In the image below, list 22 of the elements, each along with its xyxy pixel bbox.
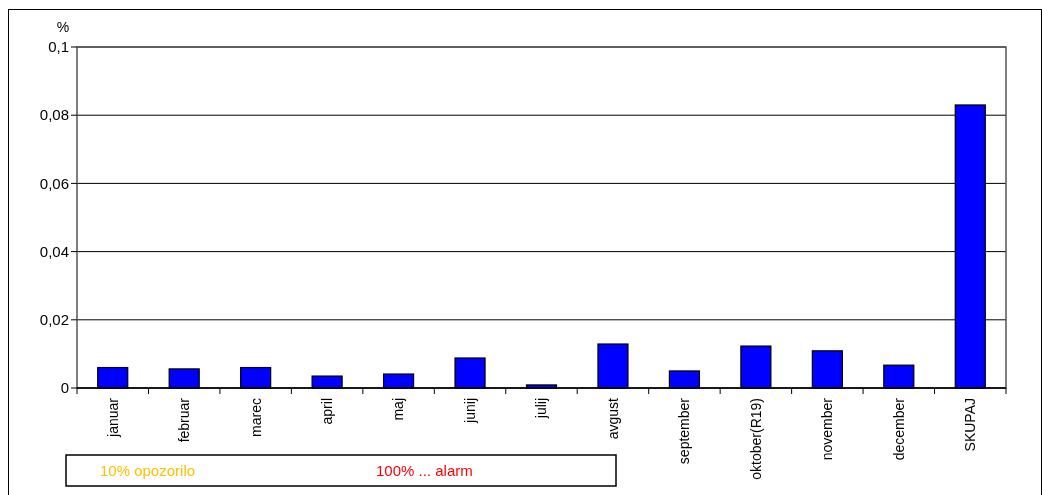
y-tick-label: 0,06 — [39, 174, 69, 192]
x-tick-label: december — [890, 397, 907, 461]
y-tick-label: 0,02 — [39, 311, 69, 329]
x-tick-label: oktober(R19) — [747, 398, 764, 480]
x-tick-label: november — [819, 397, 836, 461]
y-tick-label: 0,1 — [48, 38, 69, 56]
x-tick-label: junij — [461, 398, 478, 424]
y-tick-label: 0 — [60, 379, 69, 397]
x-tick-label: april — [319, 398, 336, 425]
x-tick-label: maj — [390, 398, 407, 421]
text: 100% ... alarm — [376, 462, 473, 480]
y-tick-label: 0,04 — [39, 242, 69, 260]
x-tick-label: marec — [247, 398, 264, 437]
text: 10% opozorilo — [100, 462, 196, 480]
x-tick-label: julij — [533, 398, 550, 420]
y-axis-title: % — [56, 19, 70, 35]
x-tick-label: januar — [104, 397, 121, 438]
x-tick-label: september — [676, 397, 693, 465]
x-tick-label: avgust — [604, 397, 621, 440]
y-tick-label: 0,08 — [39, 106, 69, 124]
x-tick-label: SKUPAJ — [962, 398, 979, 452]
x-tick-label: februar — [176, 397, 193, 443]
